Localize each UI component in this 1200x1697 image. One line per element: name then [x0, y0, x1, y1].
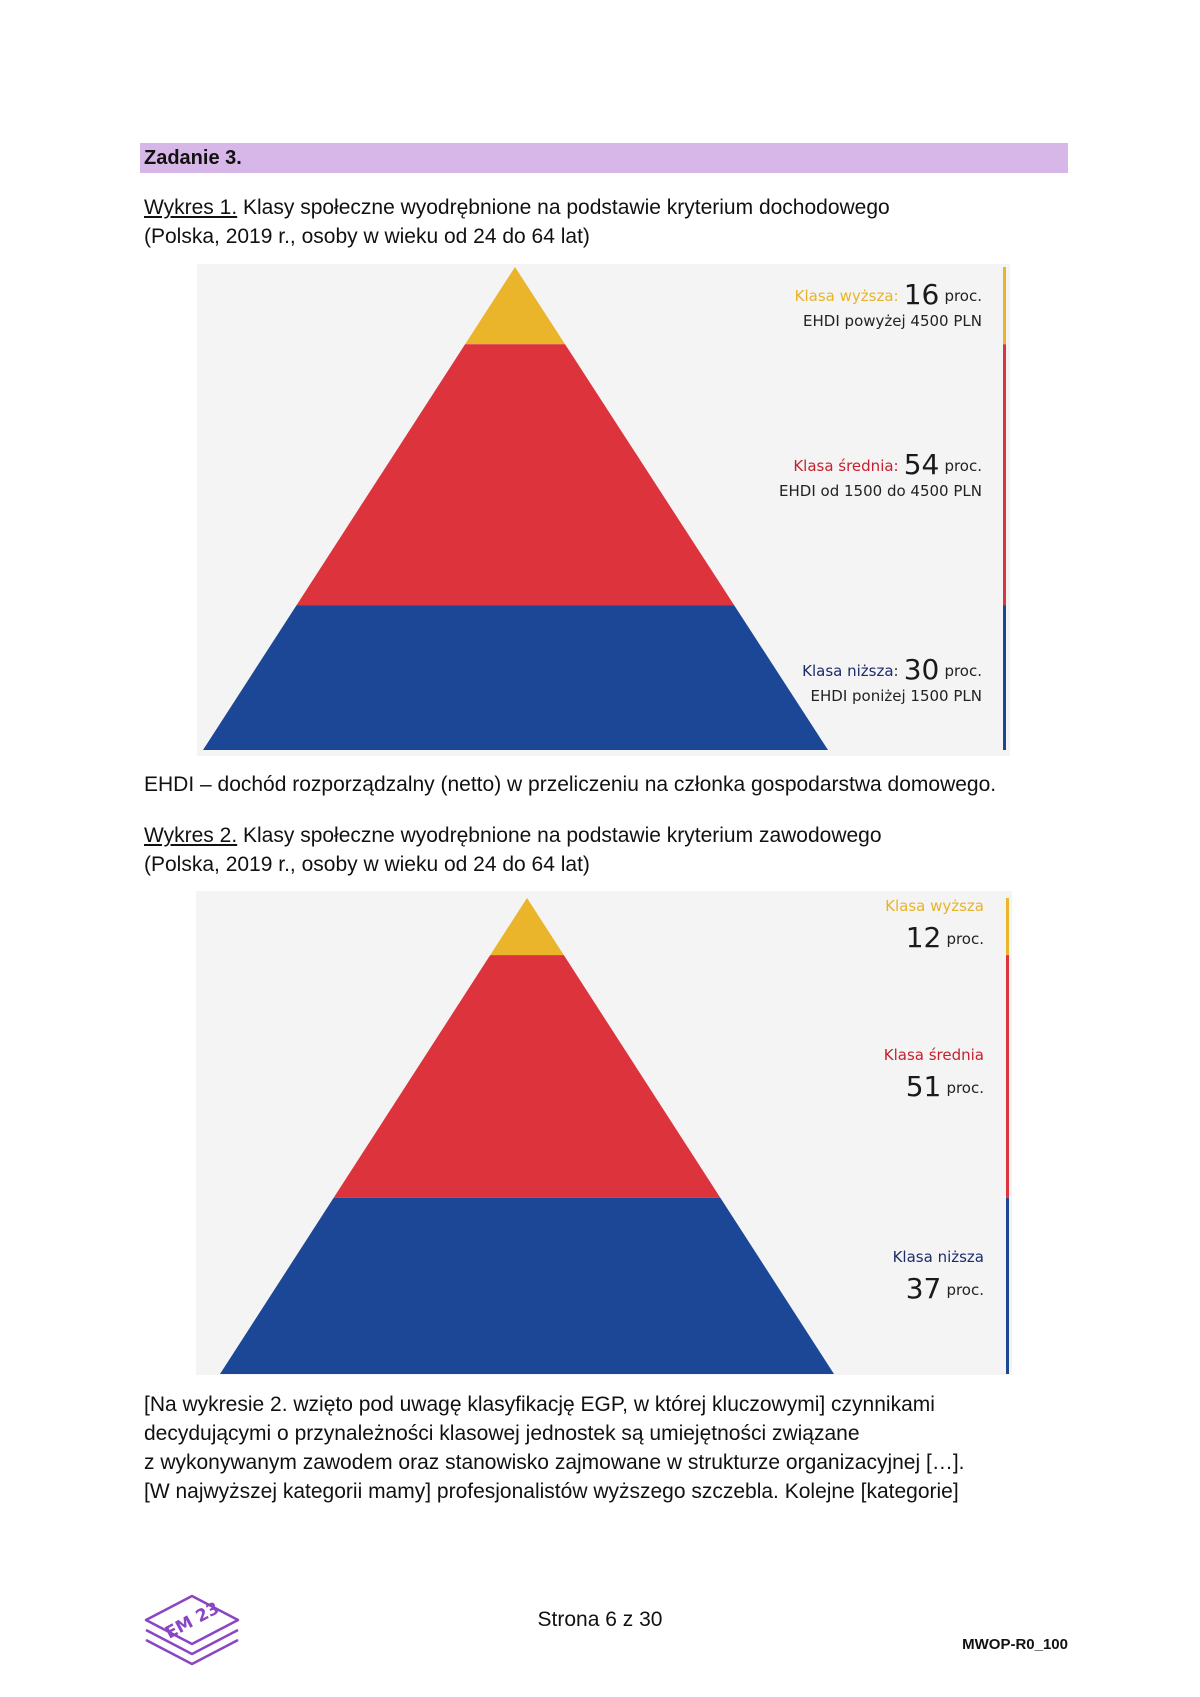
- pyramid-segment-3: [220, 1197, 834, 1374]
- chart1-middle-label: Klasa średnia: 54 proc. EHDI od 1500 do …: [779, 448, 982, 500]
- chart2-lower-label: Klasa niższa 37 proc.: [893, 1248, 984, 1305]
- chart2-middle-unit: proc.: [946, 1079, 984, 1097]
- chart2-caption-line1: Klasy społeczne wyodrębnione na podstawi…: [237, 824, 882, 847]
- chart2-ref: Wykres 2.: [144, 824, 238, 847]
- source-text-line: decydującymi o przynależności klasowej j…: [144, 1422, 860, 1445]
- em23-logo-icon: EM 23: [144, 1594, 240, 1666]
- chart1-middle-detail: EHDI od 1500 do 4500 PLN: [779, 482, 982, 500]
- pyramid-segment-2: [296, 344, 735, 606]
- source-text: [Na wykresie 2. wzięto pod uwagę klasyfi…: [144, 1390, 1074, 1506]
- chart2-middle-value: 51: [905, 1070, 942, 1103]
- chart1-middle-class: Klasa średnia:: [793, 457, 899, 475]
- side-bar-segment-1: [1003, 267, 1006, 345]
- side-bar-segment-3: [1003, 605, 1006, 750]
- chart1-lower-class: Klasa niższa:: [802, 662, 899, 680]
- task-title: Zadanie 3.: [140, 143, 1068, 173]
- page-number: Strona 6 z 30: [537, 1608, 663, 1631]
- occupation-pyramid-svg: [220, 898, 1009, 1374]
- chart2-caption: Wykres 2. Klasy społeczne wyodrębnione n…: [144, 821, 1064, 879]
- chart1-lower-unit: proc.: [944, 662, 982, 680]
- chart1-upper-unit: proc.: [944, 287, 982, 305]
- chart2-middle-label: Klasa średnia 51 proc.: [884, 1046, 984, 1103]
- document-code: MWOP-R0_100: [962, 1636, 1068, 1653]
- pyramid-segment-2: [333, 955, 721, 1198]
- pyramid-segment-3: [203, 605, 828, 750]
- source-text-line: [W najwyższej kategorii mamy] profesjona…: [144, 1480, 959, 1503]
- income-pyramid-svg: [203, 267, 1006, 750]
- pyramid-segment-1: [490, 898, 564, 956]
- income-pyramid-chart: Klasa wyższa: 16 proc. EHDI powyżej 4500…: [197, 264, 1010, 756]
- chart2-upper-class: Klasa wyższa: [885, 897, 984, 915]
- side-bar-segment-3: [1006, 1197, 1009, 1374]
- chart2-upper-value: 12: [905, 921, 942, 954]
- chart1-caption-line1: Klasy społeczne wyodrębnione na podstawi…: [237, 196, 890, 219]
- chart1-ref: Wykres 1.: [144, 196, 238, 219]
- side-bar-segment-2: [1006, 955, 1009, 1198]
- chart1-caption: Wykres 1. Klasy społeczne wyodrębnione n…: [144, 193, 1064, 251]
- chart1-upper-class: Klasa wyższa:: [794, 287, 899, 305]
- chart2-lower-value: 37: [905, 1272, 942, 1305]
- chart2-lower-class: Klasa niższa: [892, 1248, 984, 1266]
- chart2-upper-unit: proc.: [946, 930, 984, 948]
- chart1-upper-value: 16: [903, 278, 940, 311]
- chart1-middle-unit: proc.: [944, 457, 982, 475]
- chart1-upper-detail: EHDI powyżej 4500 PLN: [803, 312, 982, 330]
- ehdi-note: EHDI – dochód rozporządzalny (netto) w p…: [144, 773, 997, 796]
- chart1-lower-label: Klasa niższa: 30 proc. EHDI poniżej 1500…: [802, 653, 982, 705]
- source-text-line: [Na wykresie 2. wzięto pod uwagę klasyfi…: [144, 1393, 935, 1416]
- chart2-middle-class: Klasa średnia: [883, 1046, 984, 1064]
- chart1-caption-line2: (Polska, 2019 r., osoby w wieku od 24 do…: [144, 225, 590, 248]
- chart1-lower-value: 30: [903, 653, 940, 686]
- chart2-upper-label: Klasa wyższa 12 proc.: [885, 897, 984, 954]
- occupation-pyramid-chart: Klasa wyższa 12 proc. Klasa średnia 51 p…: [196, 891, 1012, 1375]
- chart2-lower-unit: proc.: [946, 1281, 984, 1299]
- chart1-middle-value: 54: [903, 448, 940, 481]
- chart1-upper-label: Klasa wyższa: 16 proc. EHDI powyżej 4500…: [795, 278, 982, 330]
- side-bar-segment-2: [1003, 344, 1006, 606]
- chart1-lower-detail: EHDI poniżej 1500 PLN: [810, 687, 982, 705]
- chart2-caption-line2: (Polska, 2019 r., osoby w wieku od 24 do…: [144, 853, 590, 876]
- source-text-line: z wykonywanym zawodem oraz stanowisko za…: [144, 1451, 965, 1474]
- pyramid-segment-1: [465, 267, 566, 345]
- side-bar-segment-1: [1006, 898, 1009, 956]
